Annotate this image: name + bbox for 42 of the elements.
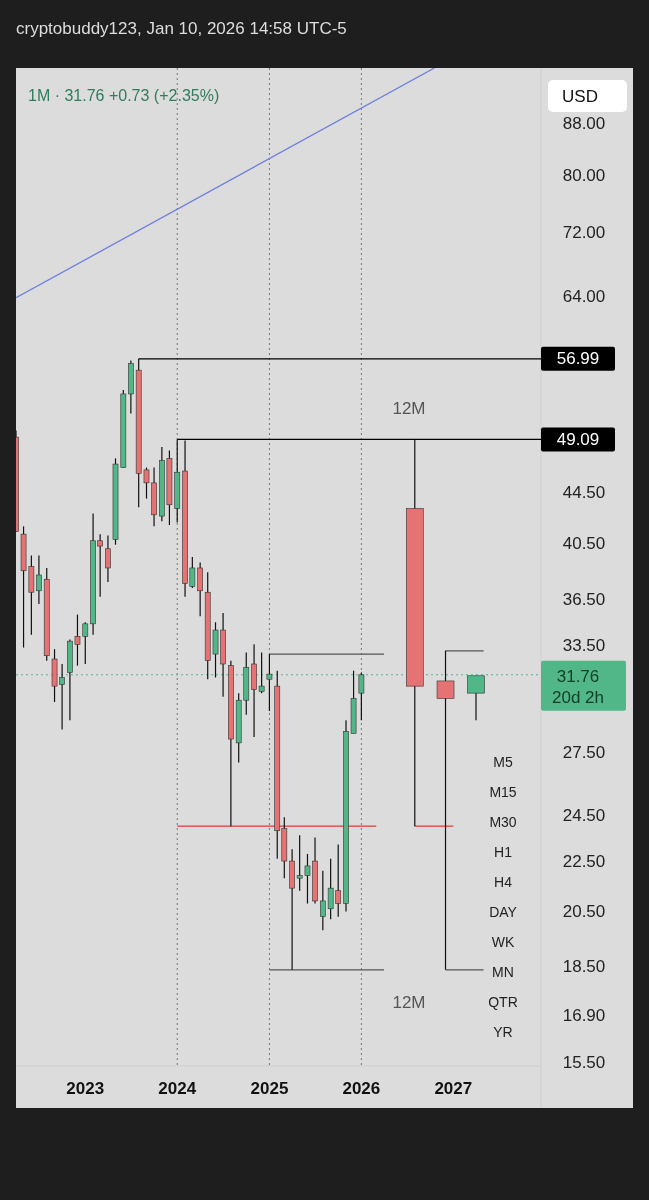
annotation: QTR: [488, 994, 518, 1010]
y-tick-label: 24.50: [562, 805, 606, 825]
annotation: M30: [489, 814, 517, 830]
series-label: 49.09: [556, 429, 600, 449]
candlestick: [266, 653, 273, 712]
ref-line-label: 31.76: [556, 667, 600, 687]
y-tick-label: 20.50: [562, 901, 606, 921]
annotation: H4: [494, 874, 513, 890]
y-tick-label: 33.50: [562, 636, 606, 656]
x-tick-label: 2027: [434, 1079, 473, 1098]
y-tick-label: 72.00: [562, 222, 606, 242]
y-tick-label: 15.50: [562, 1053, 606, 1072]
chart-title: cryptobuddy123, Jan 10, 2026 14:58 UTC-5: [16, 19, 347, 38]
annotation: M15: [489, 784, 517, 800]
y-tick-label: 40.50: [562, 533, 606, 553]
annotation: YR: [493, 1024, 513, 1040]
annotation: H1: [494, 844, 513, 860]
candlestick: [105, 534, 111, 583]
x-tick-label: 2023: [66, 1079, 105, 1098]
y-tick-label: 27.50: [562, 743, 606, 763]
annotation: 12M: [392, 992, 426, 1012]
y-tick-label: 18.50: [562, 957, 606, 977]
x-tick-label: 2024: [158, 1079, 197, 1098]
candlestick: [436, 650, 455, 971]
y-tick-label: 16.90: [562, 1006, 606, 1026]
text: 20d 2h: [552, 688, 604, 708]
x-tick-label: 2025: [250, 1079, 289, 1098]
y-tick-label: 80.00: [562, 165, 606, 185]
y-tick-label: 64.00: [562, 286, 606, 306]
series-label: 56.99: [556, 349, 600, 369]
y-tick-label: 44.50: [562, 482, 606, 502]
annotation: 12M: [392, 398, 426, 418]
y-tick-label: 36.50: [562, 590, 606, 610]
annotation: DAY: [489, 904, 518, 920]
x-tick-label: 2026: [342, 1079, 381, 1098]
annotation: WK: [491, 934, 515, 950]
annotation: MN: [492, 964, 514, 980]
text: 1M · 31.76 +0.73 (+2.35%): [28, 87, 220, 104]
y-tick-label: 22.50: [562, 851, 606, 871]
annotation: M5: [493, 754, 513, 770]
y-tick-label: 88.00: [562, 114, 606, 134]
text: USD: [562, 86, 598, 106]
